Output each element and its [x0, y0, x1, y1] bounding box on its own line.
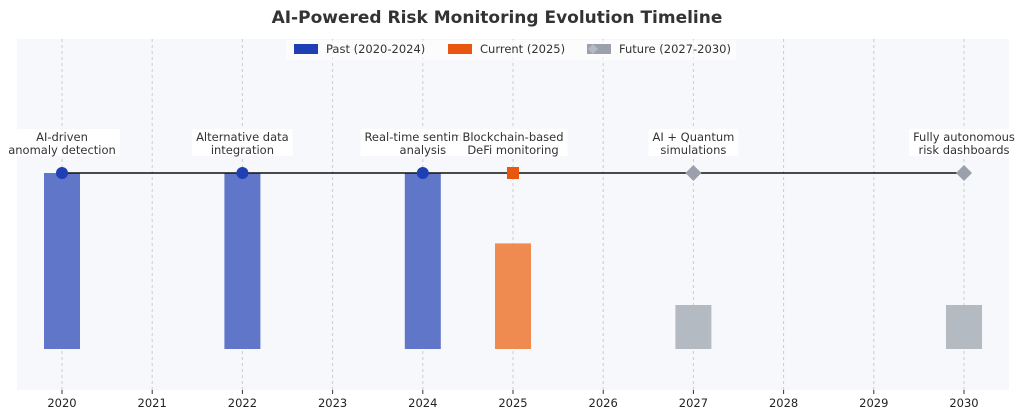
event-markers: [56, 165, 972, 181]
bar-2027: [675, 305, 712, 349]
event-label-line: risk dashboards: [918, 143, 1009, 157]
bar-2020: [44, 173, 80, 349]
event-label-line: Fully autonomous: [913, 130, 1015, 144]
bar-2030: [946, 305, 982, 349]
event-label-line: analysis: [400, 143, 447, 157]
event-label-line: Real-time sentiment: [364, 130, 481, 144]
x-tick-label: 2020: [47, 396, 76, 410]
event-label-line: Alternative data: [196, 130, 289, 144]
event-label-background: [192, 129, 293, 156]
chart-title: AI-Powered Risk Monitoring Evolution Tim…: [272, 8, 723, 28]
bars: [44, 173, 982, 349]
marker-circle-2020: [56, 167, 68, 179]
legend-label-past: Past (2020-2024): [326, 42, 425, 56]
legend-label-future: Future (2027-2030): [619, 42, 731, 56]
event-label-line: DeFi monitoring: [467, 143, 558, 157]
event-label-background: [648, 129, 739, 156]
marker-diamond-2027: [685, 165, 702, 181]
x-tick-label: 2026: [589, 396, 618, 410]
legend-label-current: Current (2025): [480, 42, 565, 56]
event-label-line: integration: [211, 143, 274, 157]
legend-swatch-future: [587, 44, 611, 54]
event-label-line: anomaly detection: [8, 143, 116, 157]
marker-square-2025: [507, 167, 519, 179]
x-axis-ticks: 2020 2021 2022 2023 2024 2025 2026 2027 2028 2029…: [47, 390, 979, 410]
legend-diamond-icon: [588, 44, 598, 54]
bar-2022: [224, 173, 261, 349]
event-label-line: Blockchain-based: [462, 130, 563, 144]
marker-circle-2024: [416, 167, 429, 179]
legend-background: [286, 40, 736, 60]
legend-swatch-past: [294, 44, 318, 54]
x-tick-label: 2030: [949, 396, 978, 410]
bar-2025: [495, 243, 531, 349]
marker-diamond-2030: [956, 165, 972, 181]
x-tick-label: 2022: [228, 396, 257, 410]
event-label-line: simulations: [660, 143, 726, 157]
x-tick-label: 2027: [679, 396, 708, 410]
event-label-line: AI + Quantum: [652, 130, 734, 144]
bar-2024: [404, 173, 441, 349]
x-tick-label: 2025: [498, 396, 527, 410]
x-tick-label: 2024: [408, 396, 437, 410]
event-label-background: [458, 129, 568, 156]
event-label-background: [4, 129, 120, 156]
x-tick-label: 2021: [138, 396, 167, 410]
legend-swatch-current: [448, 44, 472, 54]
legend: Past (2020-2024) Current (2025) Future (20…: [286, 40, 736, 60]
event-label-background: [909, 129, 1019, 156]
x-tick-label: 2028: [769, 396, 798, 410]
x-tick-label: 2023: [318, 396, 347, 410]
event-label-line: AI-driven: [36, 130, 88, 144]
marker-circle-2022: [236, 167, 249, 179]
x-tick-label: 2029: [859, 396, 888, 410]
